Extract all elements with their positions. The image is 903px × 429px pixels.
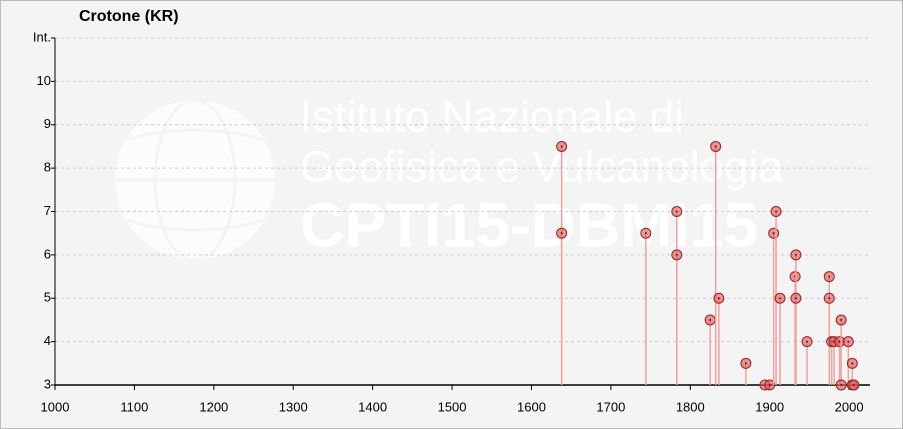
point-center (775, 210, 777, 213)
y-tick-label: Int. (33, 29, 51, 44)
point-center (768, 384, 771, 386)
watermark-text: CPTI15-DBMI15 (300, 191, 758, 260)
x-tick-label: 1000 (41, 399, 70, 414)
watermark-logo (115, 98, 275, 262)
watermark-text: Geofisica e Vulcanologia (300, 143, 783, 192)
point-center (795, 297, 797, 300)
point-center (806, 340, 808, 343)
y-tick-label: 4 (44, 333, 51, 348)
x-tick-label: 1900 (755, 399, 784, 414)
x-tick-label: 1100 (120, 399, 148, 414)
y-tick-label: 9 (44, 116, 51, 131)
point-center (828, 275, 831, 278)
point-center (772, 232, 775, 235)
y-tick-label: 3 (44, 376, 51, 391)
point-center (709, 319, 712, 321)
y-tick-label: 6 (44, 246, 51, 261)
y-tick-label: 10 (37, 73, 51, 88)
watermark-text: Istituto Nazionale di (300, 93, 684, 142)
point-center (675, 210, 678, 213)
point-center (840, 319, 843, 321)
x-tick-label: 1700 (596, 399, 625, 414)
point-center (717, 297, 720, 300)
x-tick-label: 2000 (835, 399, 864, 414)
point-center (828, 297, 831, 300)
point-center (744, 362, 747, 365)
point-center (644, 232, 647, 235)
point-center (795, 253, 797, 256)
x-tick-label: 1600 (517, 399, 546, 414)
y-tick-label: 8 (44, 160, 51, 175)
chart-title: Crotone (KR) (79, 8, 179, 25)
x-tick-label: 1400 (358, 399, 387, 414)
x-tick-label: 1500 (438, 399, 467, 414)
point-center (852, 384, 855, 386)
x-tick-label: 1800 (676, 399, 705, 414)
x-tick-label: 1200 (199, 399, 228, 414)
point-center (675, 253, 678, 256)
y-tick-label: 5 (44, 290, 51, 305)
point-center (779, 297, 781, 300)
point-center (838, 340, 841, 343)
y-tick-label: 7 (44, 203, 51, 218)
point-center (714, 145, 717, 148)
point-center (560, 232, 563, 235)
x-tick-label: 1300 (279, 399, 308, 414)
point-center (851, 362, 854, 365)
point-center (847, 340, 850, 343)
point-center (560, 145, 563, 148)
point-center (840, 384, 843, 386)
